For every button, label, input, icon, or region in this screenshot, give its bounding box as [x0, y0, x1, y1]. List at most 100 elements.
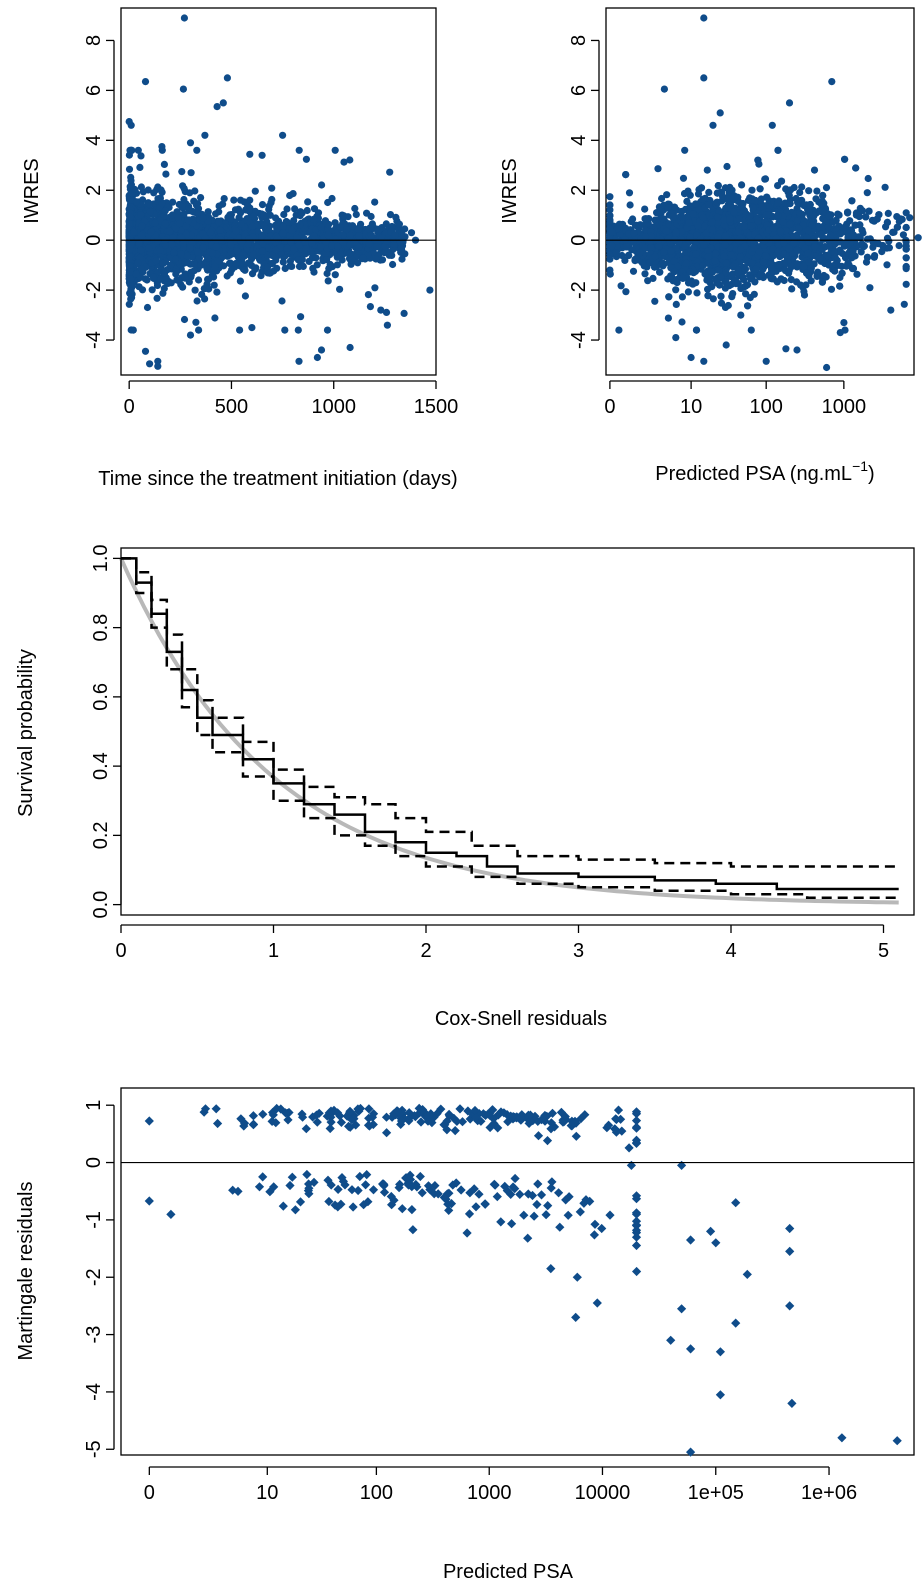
- data-point: [748, 186, 756, 194]
- data-point: [125, 253, 134, 261]
- data-point: [153, 294, 161, 302]
- data-point: [669, 213, 677, 221]
- y-tick-label: 4: [83, 135, 105, 146]
- data-point: [364, 291, 372, 299]
- data-point: [206, 228, 215, 236]
- data-point: [125, 220, 133, 228]
- data-point: [324, 277, 332, 285]
- data-point: [137, 152, 145, 160]
- data-point: [365, 240, 373, 248]
- data-point: [157, 275, 165, 283]
- data-point: [626, 201, 634, 209]
- data-point: [842, 262, 851, 270]
- data-point: [147, 228, 155, 236]
- data-point: [331, 146, 339, 154]
- data-point: [145, 244, 153, 252]
- data-point: [310, 215, 318, 223]
- data-point: [130, 185, 138, 193]
- data-point: [664, 314, 673, 322]
- data-point: [166, 227, 174, 235]
- data-point: [144, 186, 152, 194]
- data-point: [746, 294, 754, 302]
- data-point: [168, 240, 176, 248]
- data-point: [730, 208, 738, 216]
- data-point: [883, 218, 892, 226]
- data-point: [812, 195, 820, 203]
- data-point: [672, 300, 680, 308]
- x-tick-label: 1000: [311, 396, 356, 418]
- data-point: [606, 212, 614, 220]
- data-point: [154, 362, 162, 370]
- data-point: [426, 286, 434, 294]
- data-point: [135, 283, 143, 291]
- data-point: [617, 282, 625, 290]
- data-point: [210, 273, 218, 281]
- data-point: [194, 248, 202, 256]
- data-point: [179, 85, 187, 93]
- data-point: [158, 188, 166, 196]
- data-point: [167, 261, 175, 269]
- data-point: [232, 259, 240, 268]
- data-point: [679, 174, 688, 182]
- data-point: [308, 239, 316, 247]
- data-point: [377, 306, 385, 314]
- data-point: [373, 243, 381, 251]
- data-point: [811, 243, 819, 251]
- data-point: [355, 232, 363, 240]
- data-point: [902, 262, 910, 271]
- data-point: [127, 176, 135, 185]
- data-point: [162, 170, 170, 178]
- data-point: [126, 268, 134, 276]
- data-point: [237, 220, 245, 228]
- data-point: [125, 165, 134, 173]
- data-point: [161, 241, 169, 249]
- data-point: [333, 261, 341, 269]
- data-point: [833, 238, 841, 246]
- data-point: [247, 261, 256, 269]
- data-point: [295, 241, 303, 249]
- data-point: [171, 255, 180, 263]
- data-point: [249, 212, 258, 220]
- data-point: [339, 231, 347, 239]
- data-point: [170, 249, 178, 257]
- data-point: [844, 208, 852, 216]
- data-point: [241, 266, 249, 274]
- data-point: [400, 309, 408, 317]
- data-point: [161, 207, 169, 215]
- y-tick-label: 8: [83, 35, 105, 46]
- data-point: [283, 205, 291, 213]
- data-point: [291, 205, 299, 213]
- data-point: [311, 226, 320, 234]
- data-point: [246, 150, 254, 158]
- data-point: [348, 222, 357, 230]
- data-point: [279, 258, 287, 266]
- data-point: [210, 281, 218, 289]
- data-point: [215, 208, 223, 216]
- data-point: [132, 198, 141, 206]
- data-point: [678, 318, 686, 326]
- data-point: [299, 262, 307, 270]
- data-point: [168, 211, 176, 219]
- data-point: [174, 214, 182, 222]
- data-point: [260, 212, 268, 220]
- x-tick-label: 0: [124, 396, 135, 418]
- data-point: [902, 280, 910, 288]
- data-point: [135, 239, 143, 248]
- data-point: [289, 190, 297, 198]
- data-point: [389, 260, 397, 269]
- data-point: [392, 213, 400, 221]
- data-point: [201, 284, 210, 292]
- data-point: [193, 297, 201, 305]
- data-point: [154, 195, 162, 203]
- data-point: [340, 158, 348, 166]
- data-point: [670, 203, 679, 211]
- data-point: [328, 242, 336, 250]
- data-point: [197, 194, 205, 202]
- data-point: [296, 212, 304, 220]
- data-point: [180, 14, 188, 22]
- data-point: [295, 357, 303, 365]
- data-point: [127, 121, 135, 129]
- data-point: [130, 228, 138, 236]
- data-point: [697, 184, 706, 192]
